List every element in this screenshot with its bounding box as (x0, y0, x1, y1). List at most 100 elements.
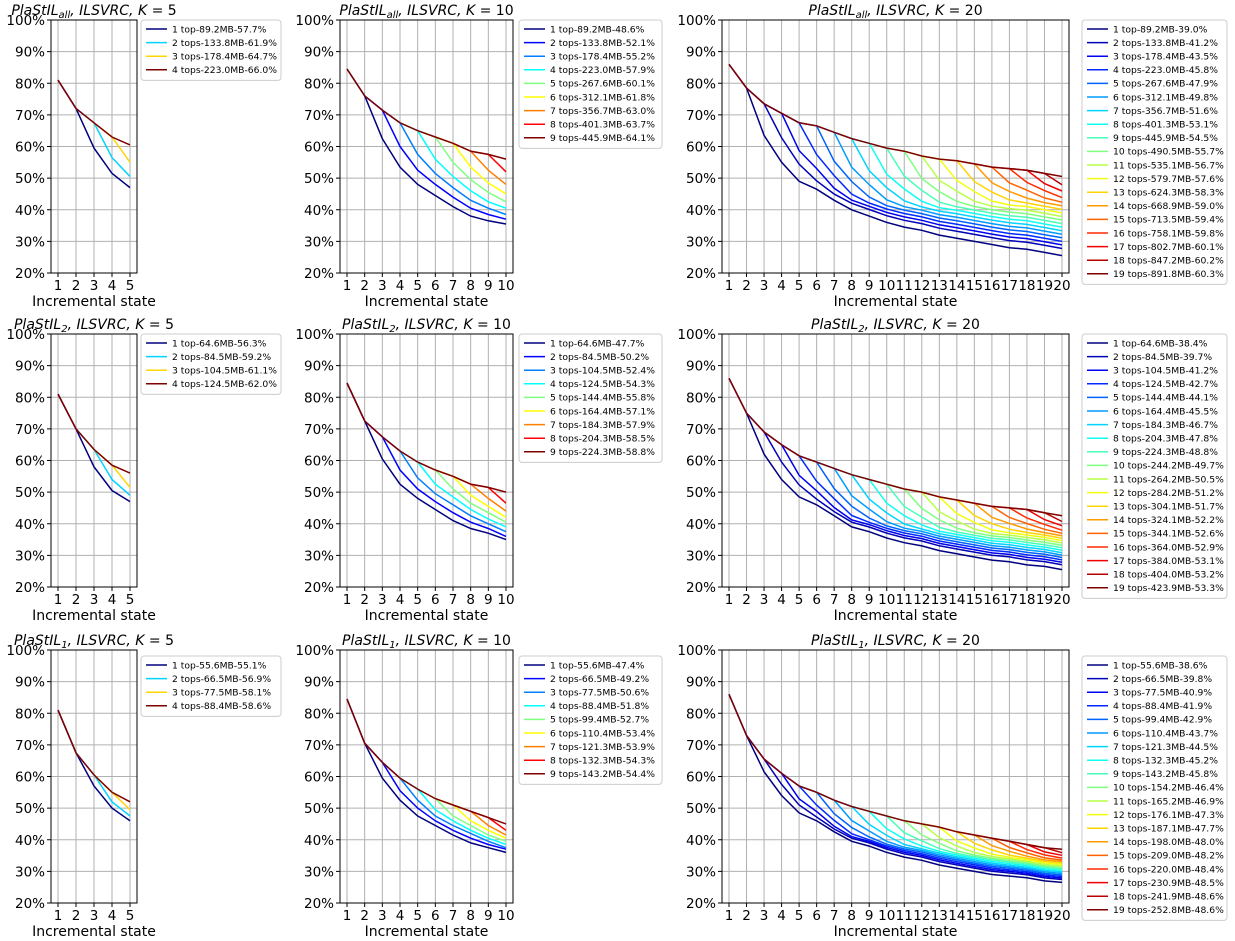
legend-box (1081, 333, 1228, 599)
chart-panel-8: 20% 30% 40% 50% 60% 70% 80% 90% 100% 1 2 3 4 5 6 7 8 9 10 P… (295, 633, 663, 940)
x-tick-label: 3 (90, 592, 99, 608)
y-tick-label: 50% (304, 485, 334, 501)
plot-frame (50, 19, 138, 274)
y-tick-label: 100% (6, 13, 45, 29)
series-line-8 (851, 805, 1063, 872)
series-line-3 (763, 758, 1063, 879)
legend-entry: 2 tops-66.5MB-39.8% (1113, 674, 1212, 685)
y-tick-label: 20% (304, 580, 334, 596)
legend-entry: 7 tops-184.3MB-57.9% (550, 420, 655, 431)
y-tick-label: 70% (686, 108, 716, 124)
x-tick-label: 6 (431, 908, 440, 924)
legend-entry: 6 tops-164.4MB-57.1% (550, 406, 655, 417)
legend-entry: 1 top-64.6MB-38.4% (1113, 338, 1208, 349)
legend-entry: 12 tops-176.1MB-47.3% (1113, 810, 1224, 821)
x-tick-label: 3 (378, 592, 387, 608)
x-tick-label: 8 (847, 908, 856, 924)
legend-entry: 17 tops-384.0MB-53.1% (1113, 556, 1224, 567)
series-line-2 (745, 87, 1063, 250)
x-tick-label: 5 (795, 908, 804, 924)
series-line-2 (745, 412, 1063, 566)
x-tick-label: 7 (830, 278, 839, 294)
series-line-19 (728, 377, 1063, 517)
plot-frame (50, 333, 138, 588)
series-line-9 (869, 142, 1063, 225)
y-tick-label: 90% (304, 359, 334, 375)
legend-entry: 4 tops-88.4MB-51.8% (550, 701, 649, 712)
legend: 1 top-64.6MB-56.3% 2 tops-84.5MB-59.2% 3 t… (140, 333, 282, 395)
y-tick-label: 30% (15, 234, 45, 250)
y-tick-label: 70% (686, 422, 716, 438)
x-tick-label: 3 (760, 908, 769, 924)
chart-panel-1: 20% 30% 40% 50% 60% 70% 80% 90% 100% 1 2 3 4 5 PlaStIL… (6, 3, 282, 310)
legend-entry: 19 tops-423.9MB-53.3% (1113, 583, 1224, 594)
y-tick-label: 50% (686, 171, 716, 187)
legend: 1 top-55.6MB-55.1% 2 tops-66.5MB-56.9% 3 t… (140, 655, 282, 717)
series-line-2 (364, 742, 507, 850)
x-tick-label: 8 (847, 278, 856, 294)
legend-entry: 3 tops-178.4MB-43.5% (1113, 52, 1218, 63)
y-tick-label: 40% (15, 203, 45, 219)
legend-entry: 4 tops-124.5MB-42.7% (1113, 379, 1218, 390)
y-tick-label: 90% (15, 359, 45, 375)
series-line-13 (939, 826, 1063, 864)
series-line-1 (346, 698, 507, 854)
y-tick-label: 20% (15, 266, 45, 282)
series-line-13 (939, 158, 1063, 211)
x-tick-label: 17 (1001, 278, 1018, 294)
y-tick-label: 100% (677, 13, 716, 29)
x-tick-label: 19 (1036, 908, 1053, 924)
legend-entry: 4 tops-223.0MB-45.8% (1113, 65, 1218, 76)
y-tick-label: 100% (677, 327, 716, 343)
legend-entry: 9 tops-143.2MB-54.4% (550, 769, 655, 780)
series-line-19 (728, 694, 1063, 850)
series-line-8 (851, 137, 1063, 228)
y-tick-label: 50% (15, 485, 45, 501)
series-line-12 (921, 823, 1063, 866)
legend-entry: 1 top-89.2MB-39.0% (1113, 24, 1208, 35)
legend-entry: 3 tops-178.4MB-64.7% (172, 52, 277, 63)
legend-entry: 2 tops-84.5MB-50.2% (550, 352, 649, 363)
y-tick-label: 100% (6, 643, 45, 659)
x-tick-label: 5 (126, 592, 135, 608)
x-tick-label: 5 (795, 592, 804, 608)
x-tick-label: 1 (725, 908, 734, 924)
x-axis-label: Incremental state (365, 924, 489, 940)
legend-entry: 1 top-64.6MB-56.3% (172, 338, 267, 349)
x-tick-label: 4 (396, 592, 405, 608)
x-tick-label: 11 (896, 592, 913, 608)
x-tick-label: 1 (725, 278, 734, 294)
series-line-8 (851, 473, 1063, 552)
plot-frame (339, 333, 514, 588)
series-line-10 (886, 815, 1063, 869)
series-line-7 (452, 475, 507, 512)
series-line-6 (816, 791, 1063, 875)
y-tick-label: 20% (686, 896, 716, 912)
legend-entry: 7 tops-356.7MB-63.0% (550, 106, 655, 117)
series-line-5 (417, 129, 507, 203)
legend-entry: 3 tops-178.4MB-55.2% (550, 52, 655, 63)
y-tick-label: 90% (15, 45, 45, 61)
x-tick-label: 16 (983, 592, 1000, 608)
series-line-4 (781, 772, 1063, 878)
legend-entry: 8 tops-401.3MB-63.7% (550, 120, 655, 131)
legend-entry: 1 top-89.2MB-57.7% (172, 24, 267, 35)
legend-box (518, 19, 663, 149)
y-tick-label: 100% (677, 643, 716, 659)
y-tick-label: 70% (15, 422, 45, 438)
chart-panel-4: 20% 30% 40% 50% 60% 70% 80% 90% 100% 1 2 3 4 5 PlaStIL… (6, 317, 282, 624)
x-tick-label: 3 (760, 278, 769, 294)
x-tick-label: 17 (1001, 592, 1018, 608)
series-line-3 (381, 109, 507, 216)
x-tick-label: 5 (413, 908, 422, 924)
x-tick-label: 5 (413, 592, 422, 608)
x-tick-label: 1 (343, 592, 352, 608)
x-tick-label: 20 (1053, 592, 1070, 608)
y-tick-label: 30% (304, 864, 334, 880)
x-tick-label: 7 (830, 908, 839, 924)
y-tick-label: 60% (15, 454, 45, 470)
x-tick-label: 2 (742, 908, 751, 924)
plot-frame (721, 19, 1070, 274)
legend: 1 top-64.6MB-47.7% 2 tops-84.5MB-50.2% 3 t… (518, 333, 663, 463)
series-line-1 (346, 68, 507, 225)
